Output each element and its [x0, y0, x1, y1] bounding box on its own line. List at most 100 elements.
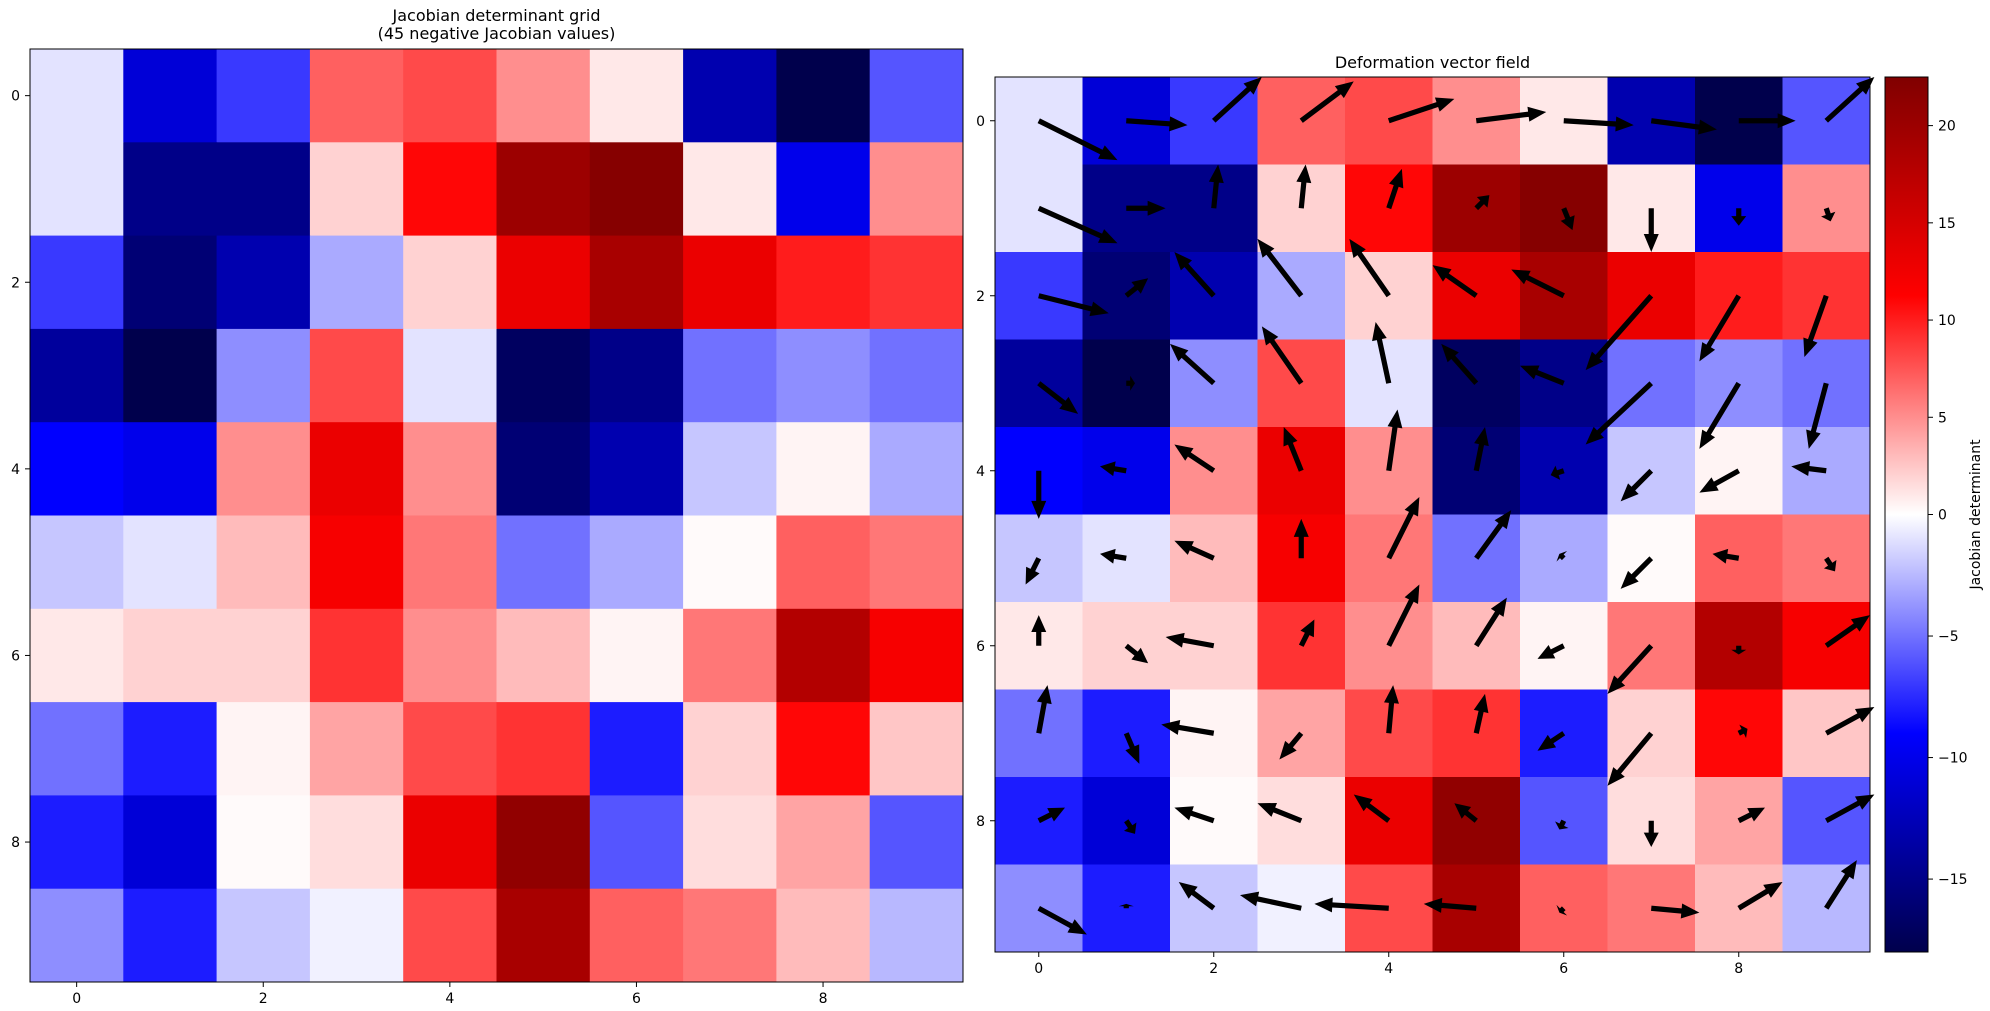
heatmap-cell — [869, 235, 964, 330]
heatmap-cell — [309, 608, 404, 703]
heatmap-cell — [1257, 339, 1346, 428]
vector-arrow — [1585, 294, 1654, 371]
heatmap-cell — [1345, 427, 1433, 515]
vector-arrow — [1349, 238, 1391, 298]
heatmap-cell — [589, 235, 684, 330]
heatmap-cell — [683, 702, 777, 796]
colorbar-tick-label: −15 — [1938, 872, 1968, 888]
heatmap-cell — [496, 888, 591, 983]
vector-arrow — [1100, 461, 1127, 477]
heatmap-cell — [216, 49, 311, 143]
vector-arrow — [1212, 77, 1262, 123]
heatmap-cell — [1082, 864, 1171, 953]
heatmap-cell — [1170, 689, 1258, 778]
vector-arrow — [1240, 891, 1302, 911]
vector-arrow — [1372, 322, 1392, 384]
heatmap-cell — [30, 49, 124, 143]
colorbar-tick-label: −10 — [1938, 751, 1968, 767]
heatmap-cell — [683, 888, 777, 983]
heatmap-cell — [216, 795, 311, 890]
x-tick-label: 4 — [1384, 961, 1393, 977]
heatmap-cell — [1520, 252, 1608, 340]
heatmap-cell — [1082, 514, 1171, 603]
y-tick-label: 6 — [11, 648, 20, 664]
vector-arrow — [1423, 897, 1477, 913]
heatmap-cell — [589, 49, 684, 143]
colorbar-tick-label: 0 — [1938, 508, 1947, 524]
vector-arrow — [1474, 510, 1512, 560]
heatmap-cell — [216, 702, 311, 796]
heatmap-cell — [309, 235, 404, 330]
vector-arrow — [1123, 732, 1140, 764]
heatmap-cell — [123, 422, 218, 516]
heatmap-cell — [1520, 339, 1608, 428]
y-tick-label: 8 — [11, 835, 20, 851]
heatmap-cell — [776, 795, 871, 890]
heatmap-cell — [123, 142, 218, 237]
vector-arrow — [1537, 731, 1566, 751]
heatmap-cell — [869, 142, 964, 237]
heatmap-cell — [683, 328, 777, 423]
colorbar-tick-label: 10 — [1938, 313, 1956, 329]
x-tick-label: 6 — [632, 991, 641, 1007]
heatmap-cell — [216, 422, 311, 516]
vector-arrow — [1174, 806, 1215, 824]
vector-arrow — [1620, 556, 1654, 589]
heatmap-cell — [403, 328, 497, 423]
heatmap-cell — [30, 328, 124, 423]
vector-arrow — [1037, 118, 1118, 161]
vector-arrow — [1699, 468, 1741, 493]
vector-arrow — [1823, 556, 1837, 572]
vector-arrow — [1731, 208, 1747, 226]
heatmap-cell — [589, 608, 684, 703]
y-tick-label: 4 — [11, 462, 20, 478]
heatmap-cell — [776, 142, 871, 237]
vector-arrow — [1560, 207, 1575, 231]
vector-arrow — [1257, 802, 1303, 824]
heatmap-cell — [123, 515, 218, 610]
heatmap-cell — [1257, 602, 1346, 690]
vector-arrow — [1165, 632, 1215, 649]
heatmap-cell — [776, 702, 871, 796]
vector-arrow — [1643, 208, 1659, 252]
vector-arrow — [1126, 200, 1166, 216]
vector-arrow — [1386, 168, 1404, 210]
vector-arrow — [1824, 615, 1870, 648]
heatmap-cell — [683, 235, 777, 330]
vector-arrow — [1100, 548, 1127, 564]
heatmap-cell — [309, 328, 404, 423]
vector-arrow — [1585, 381, 1654, 445]
heatmap-cell — [1432, 689, 1521, 778]
heatmap-cell — [1345, 514, 1433, 603]
heatmap-cell — [1432, 164, 1521, 253]
vector-arrow — [1279, 731, 1304, 760]
heatmap-cell — [1257, 777, 1346, 865]
heatmap-cell — [1695, 427, 1783, 515]
vector-arrow — [1824, 77, 1875, 123]
vector-arrow — [1473, 427, 1489, 472]
heatmap-cell — [216, 328, 311, 423]
heatmap-cell — [496, 795, 591, 890]
heatmap-cell — [589, 888, 684, 983]
heatmap-cell — [309, 795, 404, 890]
heatmap-cell — [869, 515, 964, 610]
x-tick-label: 4 — [445, 991, 454, 1007]
vector-arrow — [1353, 794, 1391, 823]
heatmap-cell — [995, 602, 1083, 690]
heatmap-cell — [496, 235, 591, 330]
vector-arrow — [1123, 819, 1137, 834]
vector-arrow — [1556, 550, 1568, 562]
heatmap-cell — [496, 608, 591, 703]
vector-arrow — [1038, 293, 1109, 317]
heatmap-cell — [869, 888, 964, 983]
axes-frame — [994, 76, 1871, 953]
heatmap-cell — [30, 888, 124, 983]
heatmap-cell — [1782, 864, 1871, 953]
heatmap-cell — [1345, 602, 1433, 690]
heatmap-cell — [216, 888, 311, 983]
heatmap-cell — [1170, 514, 1258, 603]
vector-arrow — [1473, 693, 1489, 734]
vector-arrow — [1737, 724, 1748, 738]
heatmap-cell — [1257, 252, 1346, 340]
vector-arrow — [1821, 207, 1836, 222]
